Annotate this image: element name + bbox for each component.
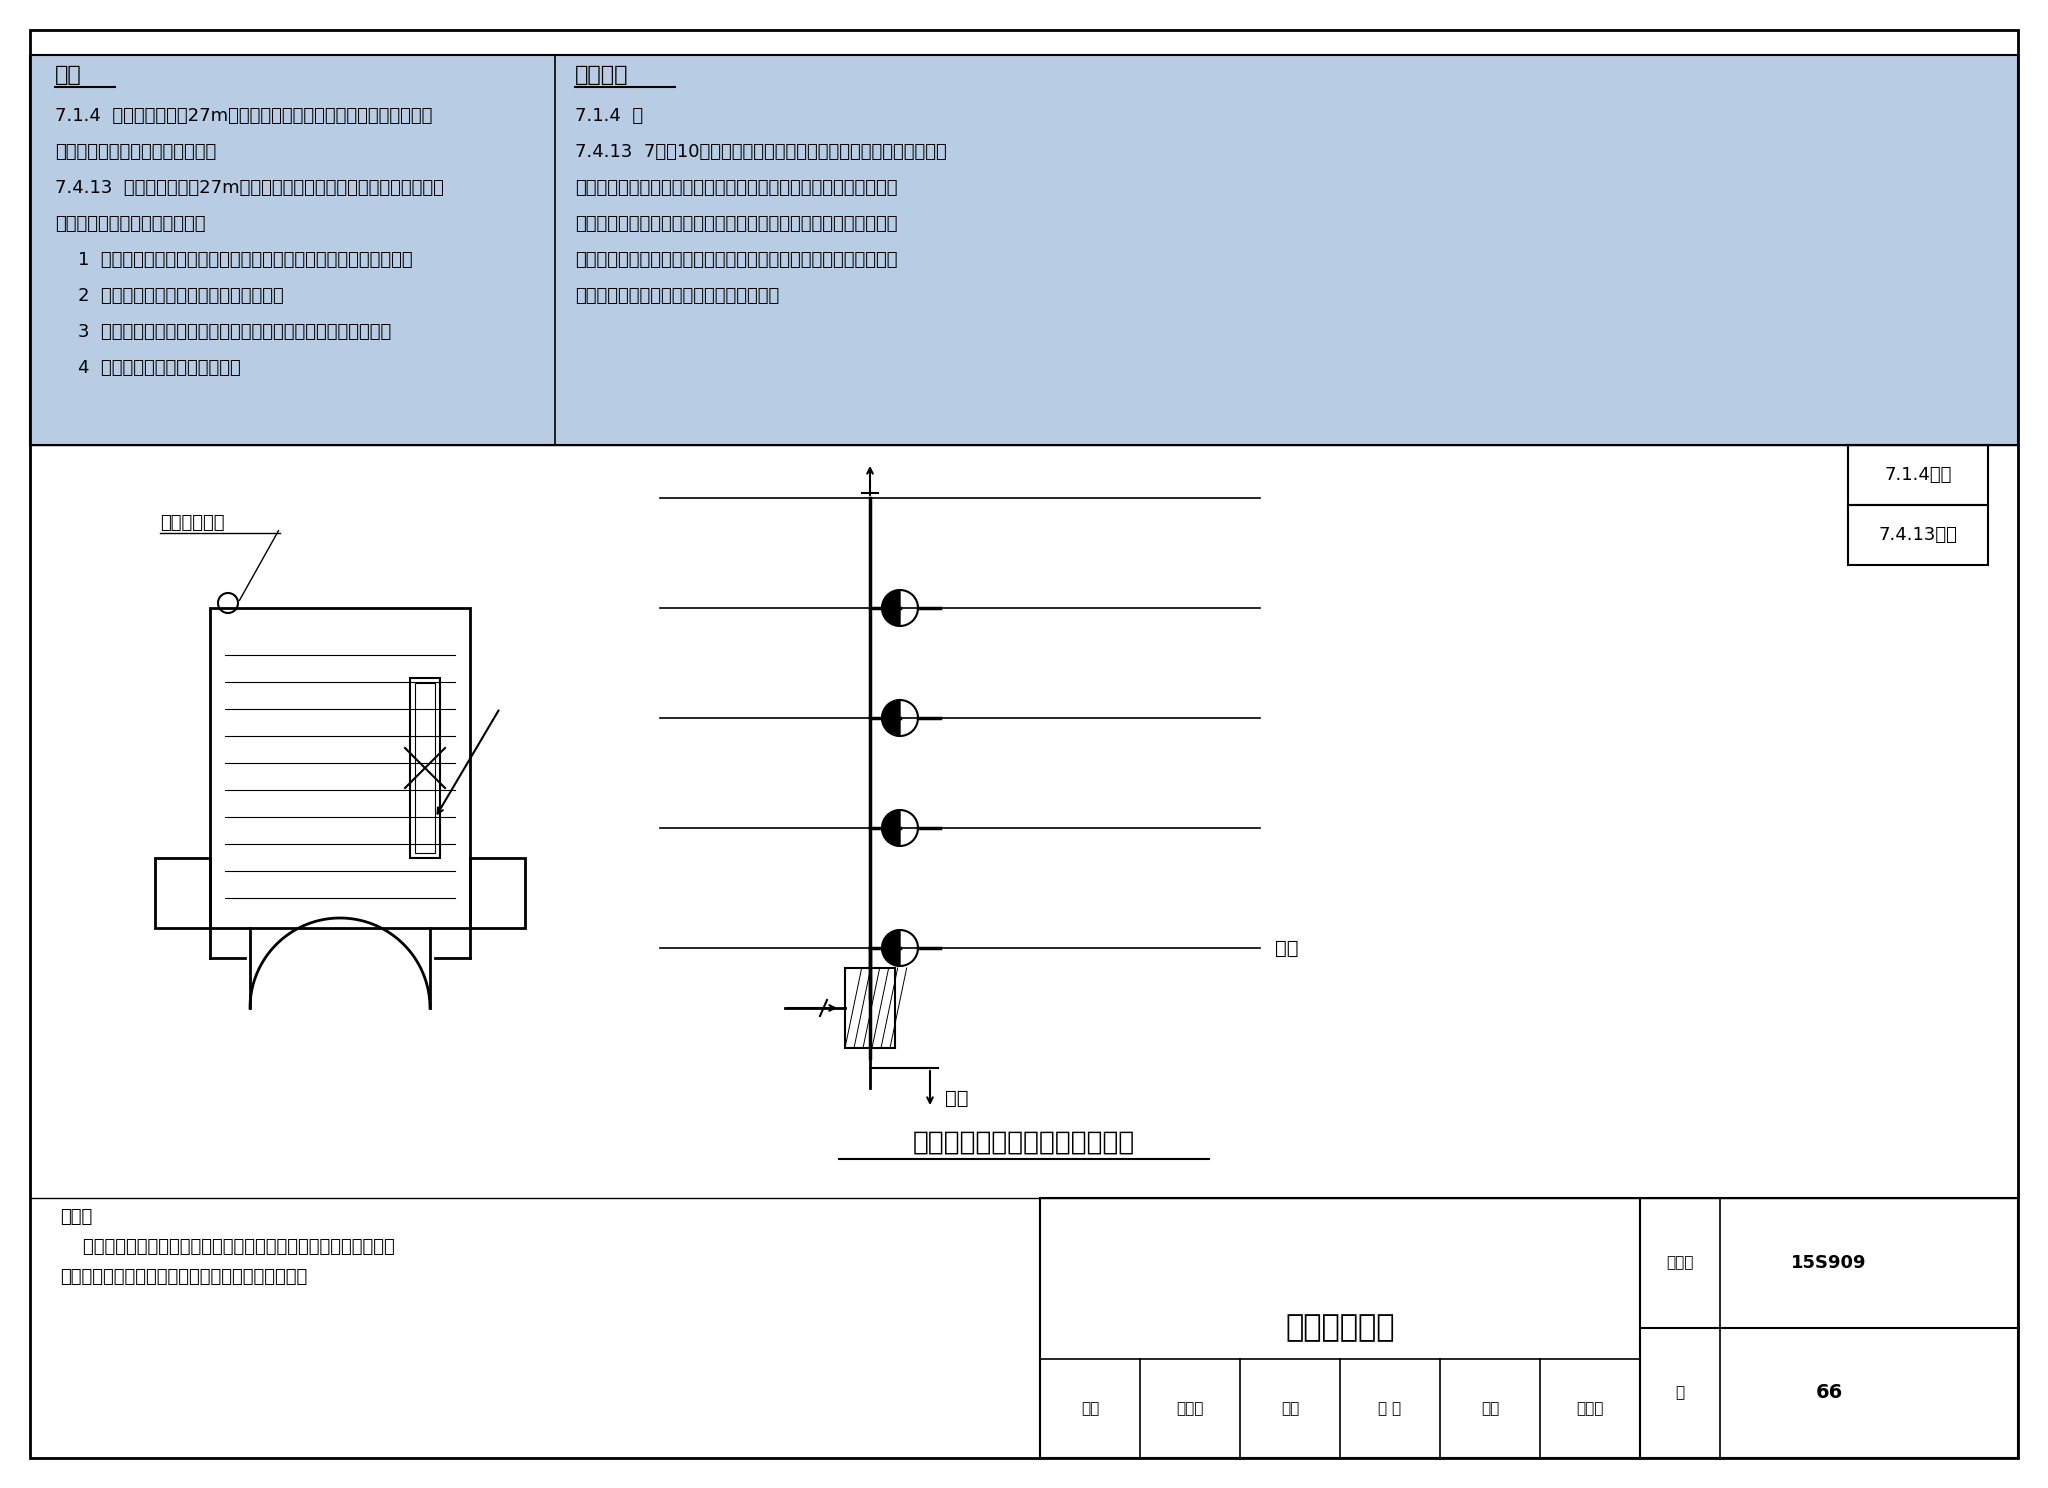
- Text: 3  消防车供水接口应设置在首层便于消防车接近和安全的地点；: 3 消防车供水接口应设置在首层便于消防车接近和安全的地点；: [55, 323, 391, 341]
- Bar: [410, 679, 440, 859]
- Text: 消防竖管，并应符合下列规定：: 消防竖管，并应符合下列规定：: [55, 214, 205, 234]
- Text: 15S909: 15S909: [1792, 1254, 1866, 1272]
- Text: 4  竖管顶端应设置自动排气阀。: 4 竖管顶端应设置自动排气阀。: [55, 359, 242, 376]
- Bar: [846, 969, 895, 1048]
- Text: 设计: 设计: [1481, 1402, 1499, 1417]
- Bar: [31, 445, 2017, 1198]
- Text: 式消防竖管或湿式室内消火栓给水系统。干式消防竖管平时无水，火: 式消防竖管或湿式室内消火栓给水系统。干式消防竖管平时无水，火: [575, 179, 897, 196]
- Text: 条文说明: 条文说明: [575, 65, 629, 85]
- Text: 7.4.13  建筑高度不大于27m的多层住宅，当设置消火栓时，可采用干式: 7.4.13 建筑高度不大于27m的多层住宅，当设置消火栓时，可采用干式: [55, 179, 444, 196]
- Text: 7.1.4图示: 7.1.4图示: [1884, 466, 1952, 484]
- Text: 条文: 条文: [55, 65, 82, 85]
- Bar: [416, 683, 434, 853]
- Text: 7.4.13图示: 7.4.13图示: [1878, 525, 1958, 545]
- Text: 赵 听: 赵 听: [1378, 1402, 1401, 1417]
- Text: 灾发生后由消防车通过首层外墙接口向室内干式消防竖管供水，消防: 灾发生后由消防车通过首层外墙接口向室内干式消防竖管供水，消防: [575, 214, 897, 234]
- Text: 赵世明: 赵世明: [1176, 1402, 1204, 1417]
- Text: 首层: 首层: [1276, 939, 1298, 957]
- Text: 2  干式消防竖管应设置消防车供水接口；: 2 干式消防竖管应设置消防车供水接口；: [55, 287, 285, 305]
- Text: 1  干式消防竖管宜设置在楼梯间休息平台，且仅应配置消火栓栓口；: 1 干式消防竖管宜设置在楼梯间休息平台，且仅应配置消火栓栓口；: [55, 251, 412, 269]
- Text: 干式消防竖管: 干式消防竖管: [1286, 1314, 1395, 1342]
- Wedge shape: [883, 930, 899, 966]
- Text: 立管只配置消火栓栓口，该种建筑的消防水量不计。: 立管只配置消火栓栓口，该种建筑的消防水量不计。: [59, 1268, 307, 1286]
- Bar: [469, 859, 524, 929]
- Wedge shape: [883, 591, 899, 626]
- Text: 泄水: 泄水: [944, 1089, 969, 1107]
- Text: 校对: 校对: [1280, 1402, 1298, 1417]
- Bar: [156, 859, 211, 929]
- Text: 有困难时，可设置干式消防竖管。: 有困难时，可设置干式消防竖管。: [55, 143, 217, 161]
- Bar: [1040, 1198, 2017, 1458]
- Text: 7.1.4  无: 7.1.4 无: [575, 107, 643, 125]
- Text: 干式消防竖管: 干式消防竖管: [160, 513, 225, 533]
- Text: 7.1.4  建筑高度不大于27m的多层住宅建筑设置室内湿式消火栓系统确: 7.1.4 建筑高度不大于27m的多层住宅建筑设置室内湿式消火栓系统确: [55, 107, 432, 125]
- Text: 队员用自携水龙带接驳竖管上的消火栓口投入火灾扑救。为尽快供水: 队员用自携水龙带接驳竖管上的消火栓口投入火灾扑救。为尽快供水: [575, 251, 897, 269]
- Text: 该系统无需设置消防泵房，不设置高位消防水箱、水龙带、水枪，: 该系统无需设置消防泵房，不设置高位消防水箱、水龙带、水枪，: [59, 1238, 395, 1256]
- Bar: [1847, 445, 1989, 504]
- Wedge shape: [883, 699, 899, 737]
- Text: 李茂林: 李茂林: [1577, 1402, 1604, 1417]
- Wedge shape: [883, 809, 899, 847]
- Bar: [1847, 504, 1989, 565]
- Text: 审核: 审核: [1081, 1402, 1100, 1417]
- Bar: [31, 55, 2017, 445]
- Text: 66: 66: [1815, 1384, 1843, 1403]
- Text: 页: 页: [1675, 1385, 1686, 1400]
- Text: 提示：: 提示：: [59, 1208, 92, 1226]
- Text: 干式消防竖管平面及系统示意图: 干式消防竖管平面及系统示意图: [913, 1129, 1135, 1156]
- Text: 灭火，干式消防竖管顶端应设自动排气阀。: 灭火，干式消防竖管顶端应设自动排气阀。: [575, 287, 778, 305]
- Text: 图集号: 图集号: [1667, 1256, 1694, 1271]
- Text: 7.4.13  7层～10层的各类住宅可以根据地区气候、水源等情况设置干: 7.4.13 7层～10层的各类住宅可以根据地区气候、水源等情况设置干: [575, 143, 946, 161]
- Bar: [211, 609, 469, 929]
